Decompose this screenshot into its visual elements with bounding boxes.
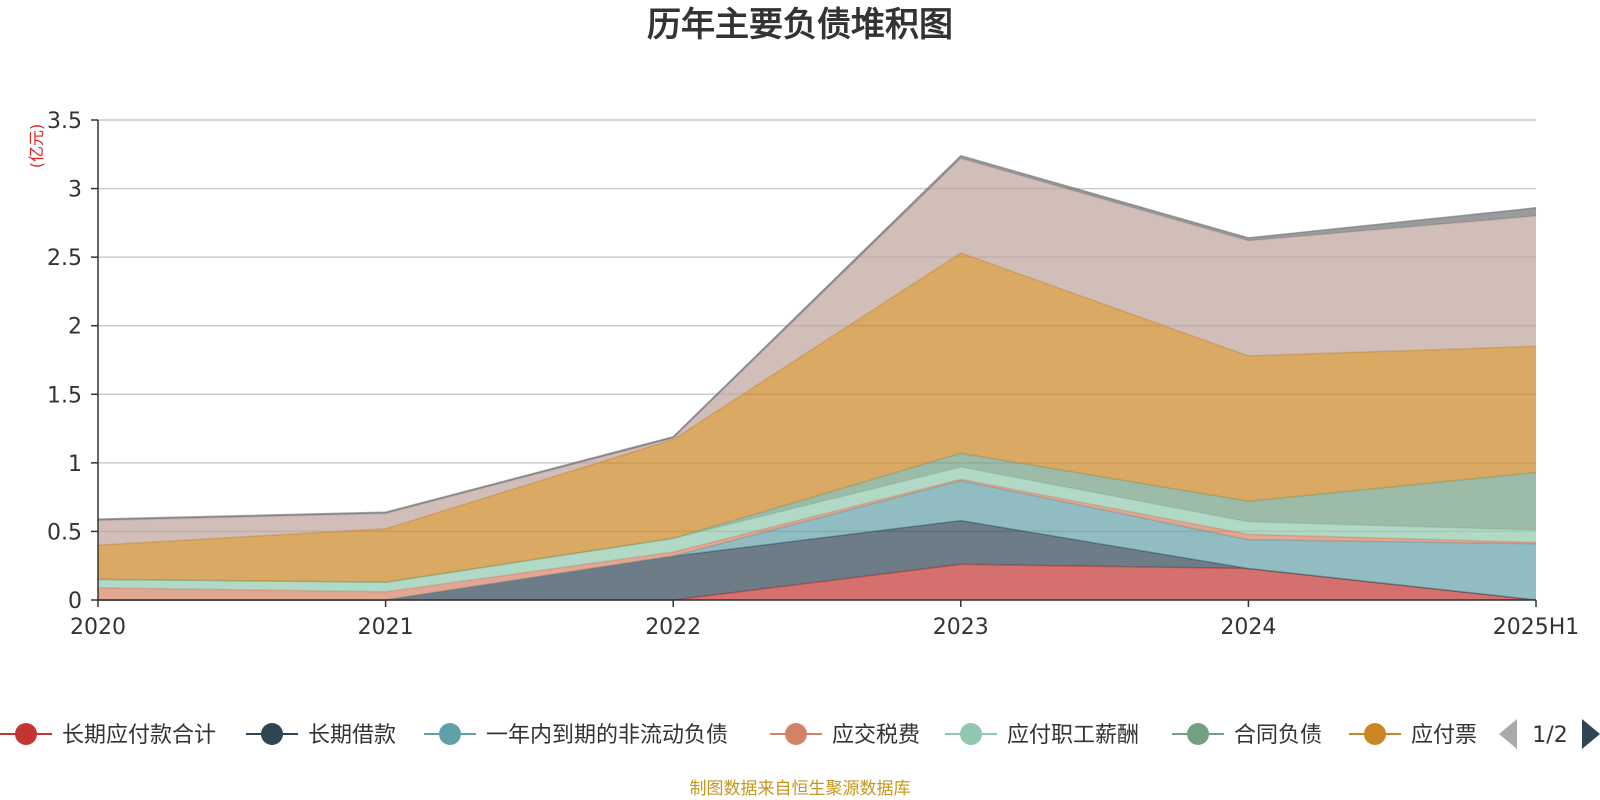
x-tick-label: 2023 [933,615,989,640]
axes: 0 0.5 1 1.5 2 2.5 3 3.5 2020 2021 2022 2023 2024 2025… [47,109,1579,640]
x-tick-label: 2025H1 [1493,615,1580,640]
legend-pager: 1/2 [1499,719,1600,749]
area-series-6 [98,453,1536,583]
legend-label: 一年内到期的非流动负债 [486,723,728,748]
legend-page-indicator: 1/2 [1532,723,1567,748]
series-line-9 [97,154,1537,520]
legend-next-icon[interactable] [1582,719,1600,749]
y-tick-label: 0 [68,589,82,614]
legend-label: 合同负债 [1234,723,1322,748]
area-series-5 [98,467,1536,592]
area-series-8 [98,158,1536,546]
legend-item[interactable]: 应付职工薪酬 [945,723,1139,748]
y-tick-label: 0.5 [47,520,82,545]
y-tick-label: 3.5 [47,109,82,134]
legend-label: 应交税费 [832,723,920,748]
legend-label: 长期借款 [308,723,396,748]
legend-marker-icon [1187,723,1209,745]
legend-label: 应付票 [1411,723,1477,748]
legend-marker-icon [785,723,807,745]
legend-marker-icon [960,723,982,745]
plot-area [97,154,1537,601]
legend-marker-icon [439,723,461,745]
legend: 长期应付款合计 长期借款 一年内到期的非流动负债 应交税费 应付职工薪酬 合同负债 应付票 [0,723,1477,748]
legend-label: 应付职工薪酬 [1007,723,1139,748]
y-tick-label: 1.5 [47,383,82,408]
legend-marker-icon [261,723,283,745]
y-tick-label: 1 [68,452,82,477]
x-tick-label: 2022 [645,615,701,640]
legend-item[interactable]: 合同负债 [1172,723,1322,748]
data-source-note: 制图数据来自恒生聚源数据库 [690,779,911,799]
x-tick-label: 2020 [70,615,126,640]
legend-marker-icon [1364,723,1386,745]
legend-item[interactable]: 应交税费 [770,723,920,748]
y-axis-unit: (亿元) [27,124,46,169]
y-tick-label: 2 [68,315,82,340]
chart-title: 历年主要负债堆积图 [647,5,953,45]
legend-item[interactable]: 长期应付款合计 [0,723,216,748]
legend-marker-icon [15,723,37,745]
legend-label: 长期应付款合计 [62,723,216,748]
area-series-4 [98,479,1536,600]
legend-item[interactable]: 长期借款 [246,723,396,748]
x-tick-label: 2024 [1220,615,1276,640]
legend-item[interactable]: 一年内到期的非流动负债 [424,723,728,748]
x-tick-label: 2021 [358,615,414,640]
area-series-2 [98,520,1536,600]
y-tick-label: 3 [68,178,82,203]
y-tick-label: 2.5 [47,246,82,271]
legend-item[interactable]: 应付票 [1349,723,1477,748]
legend-prev-icon[interactable] [1499,719,1517,749]
area-series-7 [98,253,1536,583]
